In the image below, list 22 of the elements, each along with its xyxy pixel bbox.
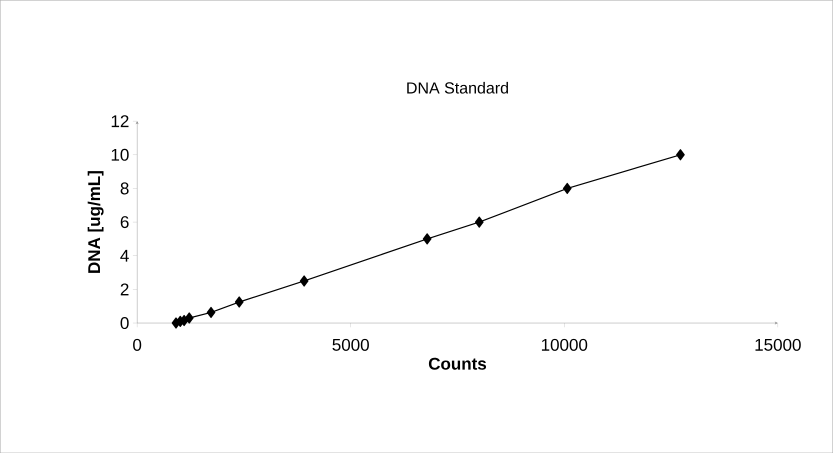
point xyxy=(676,149,685,160)
x-tick-label: 5000 xyxy=(332,338,369,351)
x-axis-title: Counts xyxy=(428,358,486,370)
chart-title: DNA Standard xyxy=(407,82,508,94)
y-tick-label: 12 xyxy=(112,115,128,127)
y-tick-label: 6 xyxy=(120,216,129,228)
point xyxy=(562,182,572,194)
y-axis-title: DNA [ug/mL] xyxy=(88,171,104,273)
point xyxy=(234,296,244,308)
y-tick-label: 4 xyxy=(120,250,129,262)
point xyxy=(206,306,216,318)
x-tick-label: 15000 xyxy=(756,338,801,351)
point xyxy=(300,275,308,286)
point xyxy=(474,216,484,228)
x-tick-label: 0 xyxy=(133,338,142,351)
point xyxy=(422,233,432,244)
y-tick-label: 8 xyxy=(120,182,129,194)
y-tick-label: 0 xyxy=(120,316,129,329)
y-tick-label: 10 xyxy=(112,148,129,161)
x-tick-label: 10000 xyxy=(542,338,588,351)
y-tick-label: 2 xyxy=(120,283,128,296)
point xyxy=(184,312,194,324)
